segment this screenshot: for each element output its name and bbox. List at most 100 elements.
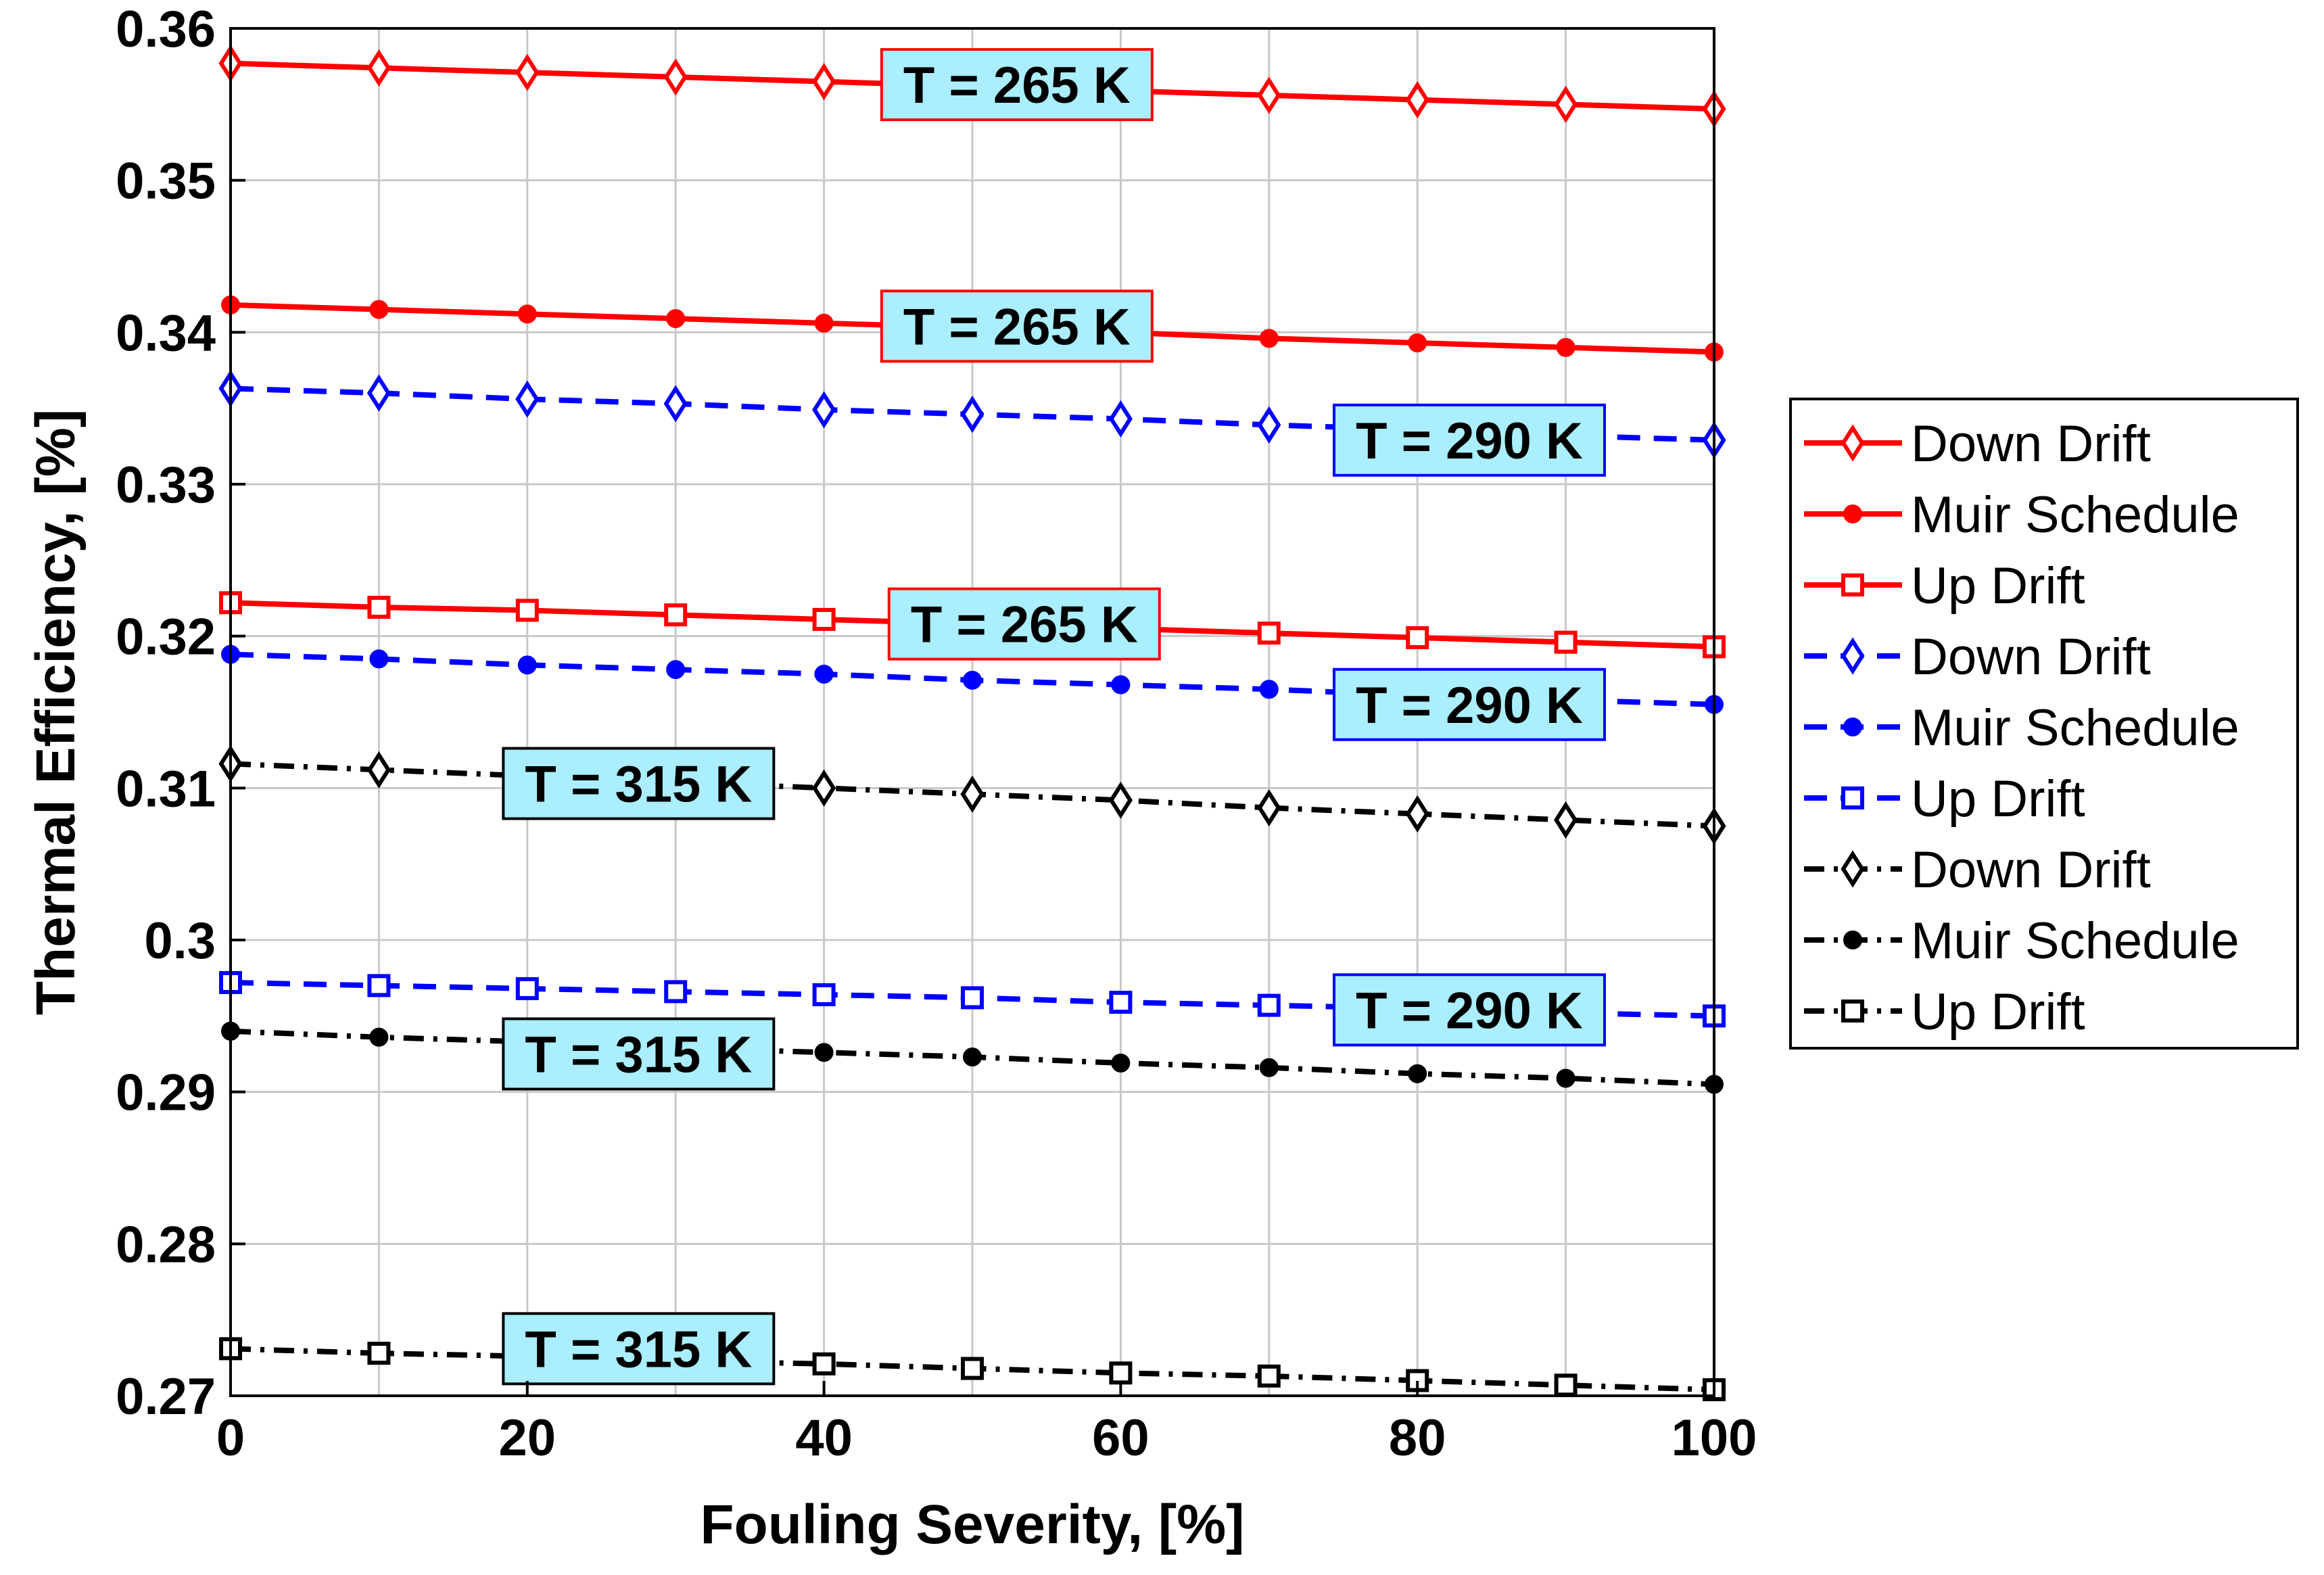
temperature-annotation: T = 290 K (1332, 667, 1606, 741)
y-tick-label: 0.33 (116, 456, 216, 514)
data-point-marker (663, 385, 688, 423)
legend-marker-sample (1841, 637, 1865, 675)
y-tick-label: 0.27 (116, 1368, 216, 1426)
data-point-marker (517, 655, 537, 675)
legend-label: Up Drift (1911, 770, 2085, 828)
y-tick-label: 0.35 (116, 153, 216, 210)
data-point-marker (515, 380, 540, 418)
temperature-annotation: T = 265 K (880, 48, 1154, 122)
data-point-marker (814, 1043, 834, 1062)
annotation-box (1332, 667, 1606, 741)
data-point-marker (666, 660, 686, 680)
annotation-box (887, 587, 1161, 661)
data-point-marker (664, 980, 688, 1004)
annotation-box (1332, 403, 1606, 477)
data-point-marker (812, 63, 836, 101)
temperature-annotation: T = 290 K (1332, 403, 1606, 477)
series-down-drift-290k (218, 369, 1726, 459)
data-point-marker (369, 649, 389, 669)
legend-entry: Down Drift (1804, 841, 2151, 899)
annotation-box (502, 1312, 776, 1386)
legend-marker-sample (1841, 1000, 1864, 1022)
legend-entry: Muir Schedule (1804, 486, 2239, 544)
x-tick-label: 60 (1092, 1409, 1149, 1467)
temperature-annotation: T = 265 K (880, 289, 1154, 363)
x-tick-labels: 0 20 40 60 80 100 (216, 1381, 1757, 1467)
legend-label: Up Drift (1911, 557, 2085, 615)
data-point-marker (1405, 81, 1429, 119)
legend-entry: Down Drift (1804, 415, 2151, 473)
temperature-annotation: T = 290 K (1332, 973, 1606, 1047)
data-point-marker (515, 53, 540, 91)
data-point-marker (369, 1027, 389, 1047)
data-point-marker (1554, 85, 1578, 123)
legend-label: Muir Schedule (1911, 912, 2239, 970)
data-point-marker (812, 1352, 836, 1376)
legend-marker-sample (1843, 504, 1862, 523)
legend-entry: Up Drift (1804, 770, 2085, 828)
data-point-marker (960, 396, 985, 433)
data-point-marker (1257, 76, 1281, 114)
legend-entry: Down Drift (1804, 628, 2151, 686)
data-point-marker (812, 607, 836, 631)
data-point-marker (963, 670, 982, 690)
data-point-marker (1111, 1053, 1131, 1073)
annotation-box (880, 289, 1154, 363)
plot-frame (229, 27, 1715, 1397)
data-point-marker (1556, 337, 1575, 357)
x-tick-label: 40 (795, 1409, 853, 1467)
annotation-layer: T = 265 K T = 265 K T = 265 K T = 290 K T = … (502, 48, 1606, 1386)
legend-label: Muir Schedule (1911, 699, 2239, 757)
data-point-marker (1257, 1364, 1281, 1388)
y-tick-label: 0.3 (144, 912, 216, 970)
data-point-marker (1257, 993, 1281, 1017)
data-point-marker (664, 603, 688, 627)
legend-label: Muir Schedule (1911, 486, 2239, 544)
data-point-marker (814, 664, 834, 684)
legend-box (1789, 398, 2299, 1050)
data-point-marker (366, 49, 391, 87)
data-point-marker (1405, 795, 1429, 833)
x-tick-label: 100 (1671, 1409, 1757, 1467)
legend-label: Down Drift (1911, 841, 2151, 899)
legend-entry: Up Drift (1804, 557, 2085, 615)
legend-label: Up Drift (1911, 983, 2085, 1041)
data-point-marker (1554, 1373, 1578, 1397)
annotation-label: T = 315 K (525, 756, 752, 814)
data-point-marker (1554, 801, 1578, 839)
temperature-annotation: T = 315 K (502, 747, 776, 820)
data-point-marker (367, 595, 391, 619)
annotation-box (880, 48, 1154, 122)
data-point-marker (963, 1047, 982, 1066)
data-point-marker (1259, 680, 1279, 699)
data-point-marker (517, 304, 537, 324)
data-point-marker (812, 983, 836, 1006)
annotation-label: T = 265 K (903, 298, 1131, 356)
y-axis-label: Thermal Efficiency, [%] (25, 409, 87, 1015)
data-point-marker (666, 309, 686, 329)
legend-entry: Muir Schedule (1804, 699, 2239, 757)
data-point-marker (1556, 1068, 1575, 1088)
legend-marker-sample (1841, 786, 1864, 809)
legend: Down Drift Muir Schedule Up Drift Down Drif… (1789, 398, 2299, 1050)
annotation-box (502, 1017, 776, 1091)
annotation-label: T = 290 K (1356, 677, 1583, 734)
data-point-marker (814, 313, 834, 333)
data-point-marker (369, 300, 389, 319)
y-tick-label: 0.31 (116, 760, 216, 818)
data-point-marker (367, 1342, 391, 1365)
temperature-annotation: T = 315 K (502, 1017, 776, 1091)
data-point-marker (961, 1357, 984, 1380)
annotation-label: T = 265 K (911, 596, 1138, 654)
x-tick-label: 80 (1389, 1409, 1446, 1467)
data-point-marker (1554, 630, 1578, 654)
data-point-marker (1406, 626, 1429, 649)
data-point-marker (1408, 1064, 1427, 1083)
y-tick-label: 0.34 (116, 304, 216, 362)
annotation-box (1332, 973, 1606, 1047)
y-tick-label: 0.36 (116, 1, 216, 58)
legend-marker-sample (1841, 850, 1865, 888)
data-point-marker (1257, 621, 1281, 645)
legend-entry: Up Drift (1804, 983, 2085, 1041)
